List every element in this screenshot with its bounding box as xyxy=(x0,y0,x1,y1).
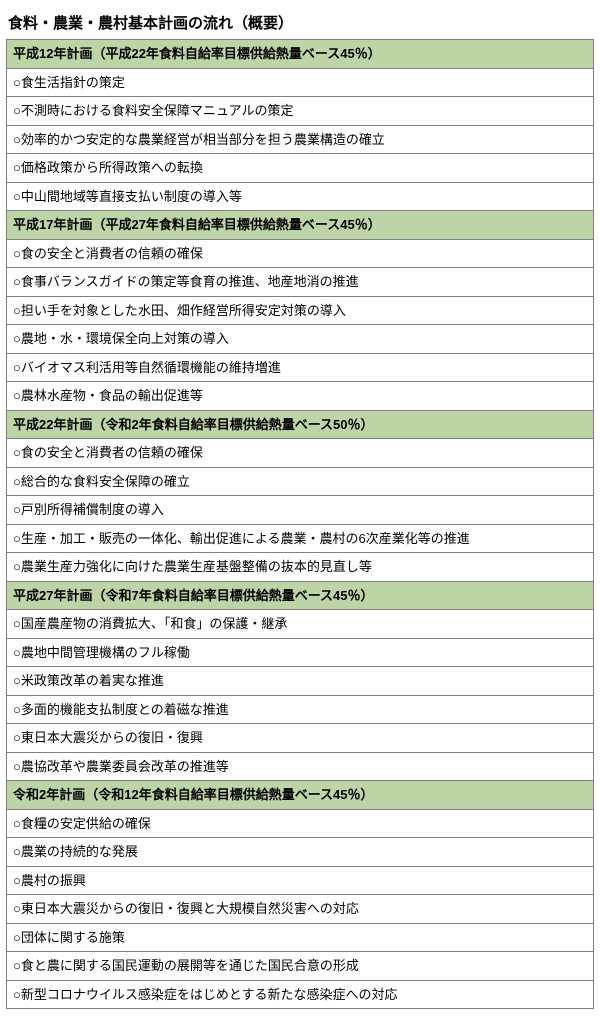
plan-item: ○価格政策から所得政策への転換 xyxy=(7,154,594,183)
plan-item: ○食生活指針の策定 xyxy=(7,68,594,97)
plan-item: ○農協改革や農業委員会改革の推進等 xyxy=(7,752,594,781)
plan-item: ○食糧の安定供給の確保 xyxy=(7,809,594,838)
plan-item: ○団体に関する施策 xyxy=(7,923,594,952)
plan-item: ○国産農産物の消費拡大、「和食」の保護・継承 xyxy=(7,610,594,639)
plan-item: ○効率的かつ安定的な農業経営が相当部分を担う農業構造の確立 xyxy=(7,125,594,154)
plan-item: ○農地中間管理機構のフル稼働 xyxy=(7,638,594,667)
section-header: 平成27年計画（令和7年食料自給率目標供給熱量ベース45％） xyxy=(7,581,594,610)
plan-item: ○農業生産力強化に向けた農業生産基盤整備の抜本的見直し等 xyxy=(7,553,594,582)
plan-table: 平成12年計画（平成22年食料自給率目標供給熱量ベース45％）○食生活指針の策定… xyxy=(6,39,594,1009)
plan-item: ○食の安全と消費者の信頼の確保 xyxy=(7,239,594,268)
main-title: 食料・農業・農村基本計画の流れ（概要） xyxy=(6,8,594,39)
plan-item: ○多面的機能支払制度との着磁な推進 xyxy=(7,695,594,724)
plan-item: ○東日本大震災からの復旧・復興と大規模自然災害への対応 xyxy=(7,895,594,924)
plan-item: ○農村の振興 xyxy=(7,866,594,895)
plan-item: ○農業の持続的な発展 xyxy=(7,838,594,867)
plan-item: ○担い手を対象とした水田、畑作経営所得安定対策の導入 xyxy=(7,296,594,325)
section-header: 平成22年計画（令和2年食料自給率目標供給熱量ベース50％） xyxy=(7,410,594,439)
section-header: 平成12年計画（平成22年食料自給率目標供給熱量ベース45％） xyxy=(7,40,594,69)
plan-item: ○戸別所得補償制度の導入 xyxy=(7,496,594,525)
section-header: 平成17年計画（平成27年食料自給率目標供給熱量ベース45％） xyxy=(7,211,594,240)
plan-item: ○バイオマス利活用等自然循環機能の維持増進 xyxy=(7,353,594,382)
plan-item: ○不測時における食料安全保障マニュアルの策定 xyxy=(7,97,594,126)
plan-item: ○東日本大震災からの復旧・復興 xyxy=(7,724,594,753)
plan-item: ○生産・加工・販売の一体化、輸出促進による農業・農村の6次産業化等の推進 xyxy=(7,524,594,553)
plan-item: ○中山間地域等直接支払い制度の導入等 xyxy=(7,182,594,211)
plan-item: ○食の安全と消費者の信頼の確保 xyxy=(7,439,594,468)
section-header: 令和2年計画（令和12年食料自給率目標供給熱量ベース45％） xyxy=(7,781,594,810)
plan-item: ○農地・水・環境保全向上対策の導入 xyxy=(7,325,594,354)
plan-item: ○総合的な食料安全保障の確立 xyxy=(7,467,594,496)
document-container: 食料・農業・農村基本計画の流れ（概要） 平成12年計画（平成22年食料自給率目標… xyxy=(0,0,600,1017)
plan-item: ○食と農に関する国民運動の展開等を通じた国民合意の形成 xyxy=(7,952,594,981)
plan-item: ○新型コロナウイルス感染症をはじめとする新たな感染症への対応 xyxy=(7,980,594,1009)
plan-item: ○食事バランスガイドの策定等食育の推進、地産地消の推進 xyxy=(7,268,594,297)
plan-item: ○農林水産物・食品の輸出促進等 xyxy=(7,382,594,411)
plan-item: ○米政策改革の着実な推進 xyxy=(7,667,594,696)
